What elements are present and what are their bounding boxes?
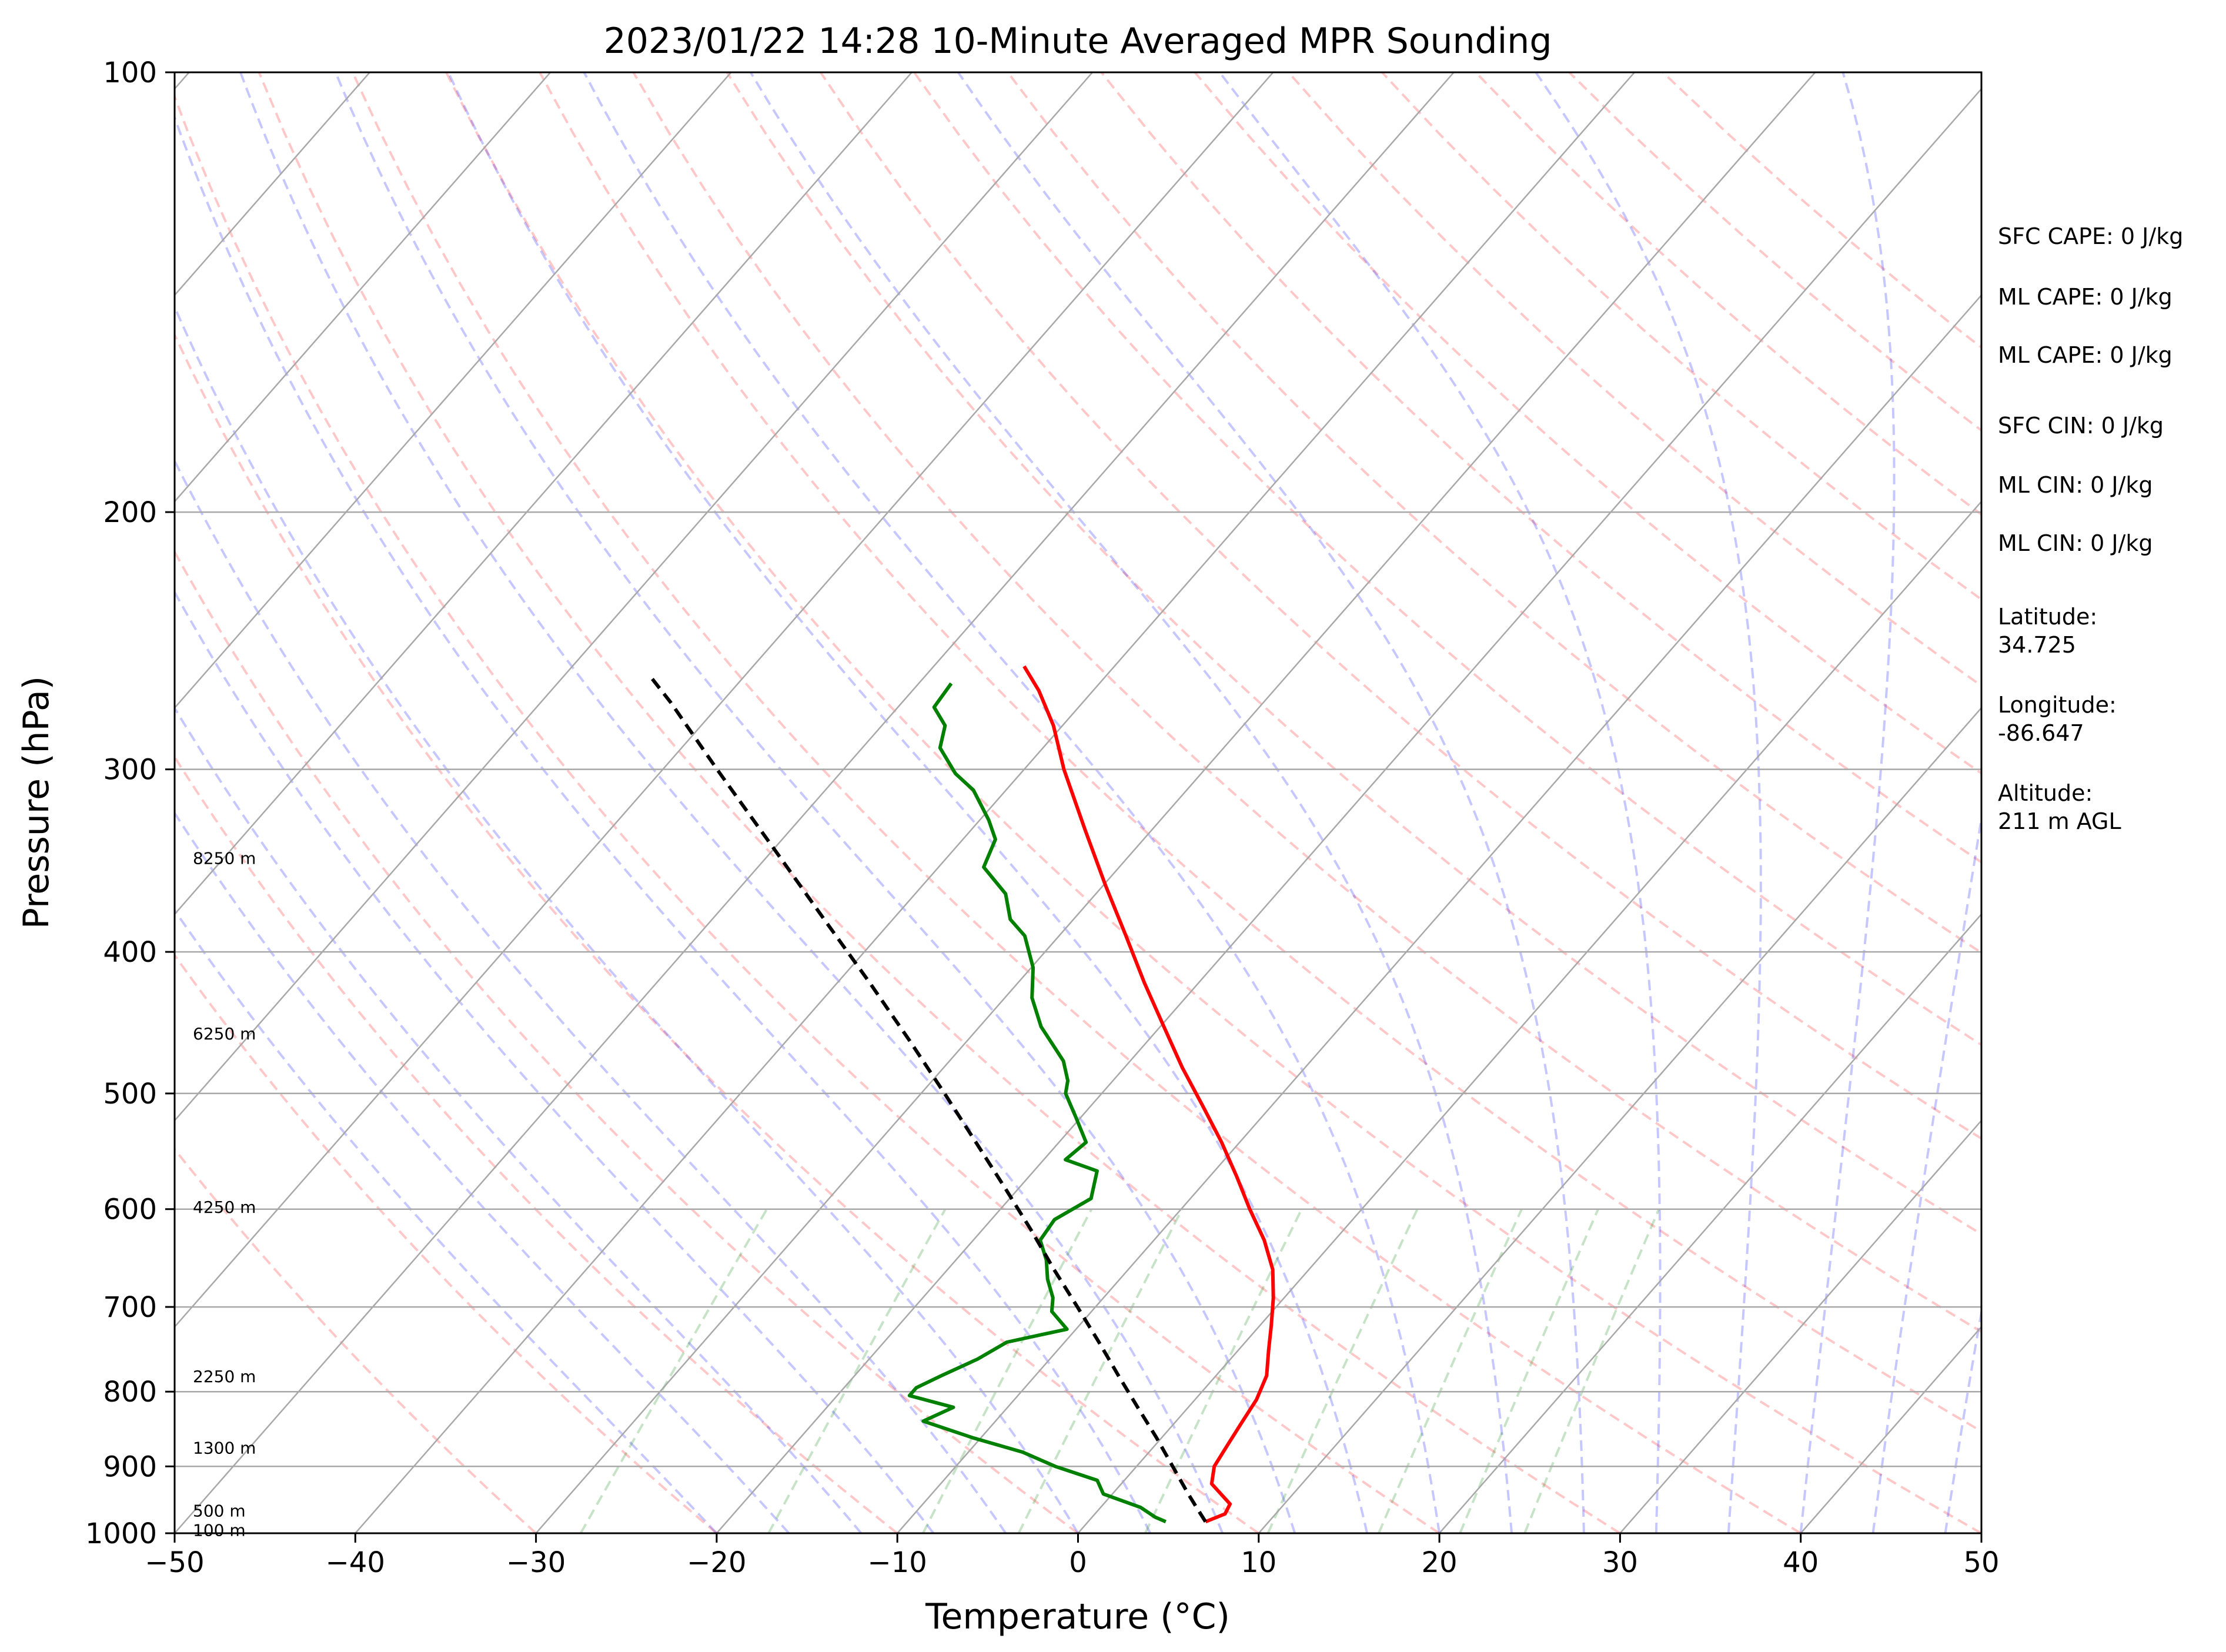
isotherm-line xyxy=(175,72,1455,1533)
x-axis-label: Temperature (°C) xyxy=(925,1596,1230,1637)
dry-adiabat-line xyxy=(445,72,1981,1533)
isotherm-line xyxy=(535,72,1816,1533)
isotherm-line xyxy=(175,72,1094,1122)
y-tick-label: 600 xyxy=(103,1193,157,1226)
dry-adiabat-line xyxy=(175,953,718,1533)
isotherm-line xyxy=(175,72,732,709)
x-tick-label: 0 xyxy=(1069,1546,1087,1579)
x-tick-label: −50 xyxy=(145,1546,204,1579)
x-tick-label: −40 xyxy=(326,1546,385,1579)
y-tick-label: 500 xyxy=(103,1078,157,1111)
x-tick-label: 30 xyxy=(1602,1546,1638,1579)
y-axis-label: Pressure (hPa) xyxy=(16,676,57,929)
y-tick-label: 200 xyxy=(103,496,157,529)
isotherm-line xyxy=(1077,500,1981,1533)
moist-adiabat-line xyxy=(175,811,790,1533)
y-tick-label: 700 xyxy=(103,1291,157,1324)
moist-adiabat-line xyxy=(175,458,1007,1533)
moist-adiabat-line xyxy=(1799,72,1896,1533)
moist-adiabat-line xyxy=(447,72,1369,1533)
mixing-ratio-line xyxy=(767,1208,947,1533)
x-tick-label: 10 xyxy=(1241,1546,1276,1579)
x-tick-label: −30 xyxy=(506,1546,566,1579)
height-label: 500 m xyxy=(193,1501,246,1521)
y-tick-label: 100 xyxy=(103,56,157,89)
param-ml-cape-1: ML CAPE: 0 J/kg xyxy=(1998,284,2172,310)
moist-adiabat-line xyxy=(175,705,863,1533)
dry-adiabat-line xyxy=(351,72,1801,1533)
y-axis-ticks: 100 200 300 400 500 600 700 800 900 1000 xyxy=(85,56,175,1550)
y-tick-label: 900 xyxy=(103,1450,157,1483)
moist-adiabat-line xyxy=(334,72,1296,1533)
latitude-label: Latitude: xyxy=(1998,604,2097,630)
dry-adiabat-line xyxy=(913,72,1981,1046)
isotherm-line xyxy=(1258,707,1981,1533)
x-axis-ticks: −50 −40 −30 −20 −10 0 10 20 30 40 50 xyxy=(145,1533,2000,1579)
dry-adiabat-line xyxy=(632,72,1981,1333)
moist-adiabat-line xyxy=(1871,811,1981,1533)
isotherm-line xyxy=(897,294,1981,1533)
moist-adiabat-line xyxy=(1535,72,1762,1533)
moist-adiabat-line xyxy=(175,908,718,1533)
y-tick-label: 1000 xyxy=(85,1517,157,1550)
isotherm-line xyxy=(175,72,1274,1328)
dry-adiabat-line xyxy=(726,72,1981,1236)
height-label: 2250 m xyxy=(193,1367,256,1386)
y-tick-label: 800 xyxy=(103,1376,157,1409)
parameter-panel: SFC CAPE: 0 J/kg ML CAPE: 0 J/kg ML CAPE… xyxy=(1998,223,2183,834)
altitude-label: Altitude: xyxy=(1998,780,2093,806)
param-sfc-cin: SFC CIN: 0 J/kg xyxy=(1998,413,2164,439)
x-tick-label: −10 xyxy=(868,1546,927,1579)
y-tick-label: 400 xyxy=(103,936,157,969)
height-label: 4250 m xyxy=(193,1198,256,1217)
isotherm-line xyxy=(1619,1119,1981,1533)
isotherm-line xyxy=(175,72,552,503)
dry-adiabat-line xyxy=(175,755,898,1533)
dry-adiabat-line xyxy=(258,72,1621,1533)
dry-adiabat-line xyxy=(175,93,1440,1533)
y-tick-label: 300 xyxy=(103,754,157,787)
latitude-value: 34.725 xyxy=(1998,632,2076,658)
temperature-profile xyxy=(1022,665,1275,1524)
x-tick-label: 50 xyxy=(1963,1546,1999,1579)
x-tick-label: 40 xyxy=(1783,1546,1819,1579)
altitude-value: 211 m AGL xyxy=(1998,808,2121,834)
moist-adiabat-line xyxy=(175,113,1152,1533)
moist-adiabat-line xyxy=(749,72,1513,1533)
moist-adiabat-line xyxy=(1218,72,1662,1533)
height-label: 100 m xyxy=(193,1521,246,1540)
dry-adiabat-line xyxy=(175,1147,537,1533)
chart-title: 2023/01/22 14:28 10-Minute Averaged MPR … xyxy=(604,21,1552,62)
longitude-label: Longitude: xyxy=(1998,692,2117,718)
height-label: 6250 m xyxy=(193,1024,256,1044)
isotherm-line xyxy=(355,72,1635,1533)
x-tick-label: −20 xyxy=(687,1546,746,1579)
series-group xyxy=(650,665,1275,1524)
moist-adiabat-line xyxy=(1944,1305,1981,1533)
isotherm-line xyxy=(175,72,913,915)
isotherm-line xyxy=(716,88,1981,1533)
dewpoint-profile xyxy=(907,682,1167,1524)
longitude-value: -86.647 xyxy=(1998,720,2084,746)
isotherm-line xyxy=(1439,913,1981,1533)
moist-adiabat-line xyxy=(239,72,1224,1533)
height-label: 8250 m xyxy=(193,849,256,868)
param-ml-cin-1: ML CIN: 0 J/kg xyxy=(1998,472,2153,498)
parcel-profile xyxy=(650,677,1207,1523)
height-label: 1300 m xyxy=(193,1439,256,1458)
mixing-ratio-line xyxy=(579,1208,768,1533)
dry-adiabat-line xyxy=(819,72,1981,1141)
dry-adiabat-line xyxy=(175,549,1079,1533)
param-ml-cape-2: ML CAPE: 0 J/kg xyxy=(1998,342,2172,368)
moist-adiabat-line xyxy=(583,72,1441,1533)
dry-adiabat-line xyxy=(1007,72,1981,954)
x-tick-label: 20 xyxy=(1422,1546,1458,1579)
param-sfc-cape: SFC CAPE: 0 J/kg xyxy=(1998,223,2183,249)
moist-adiabat-line xyxy=(175,304,1079,1533)
param-ml-cin-2: ML CIN: 0 J/kg xyxy=(1998,530,2153,556)
moist-adiabat-line xyxy=(957,72,1585,1533)
moist-adiabat-line xyxy=(175,590,935,1533)
